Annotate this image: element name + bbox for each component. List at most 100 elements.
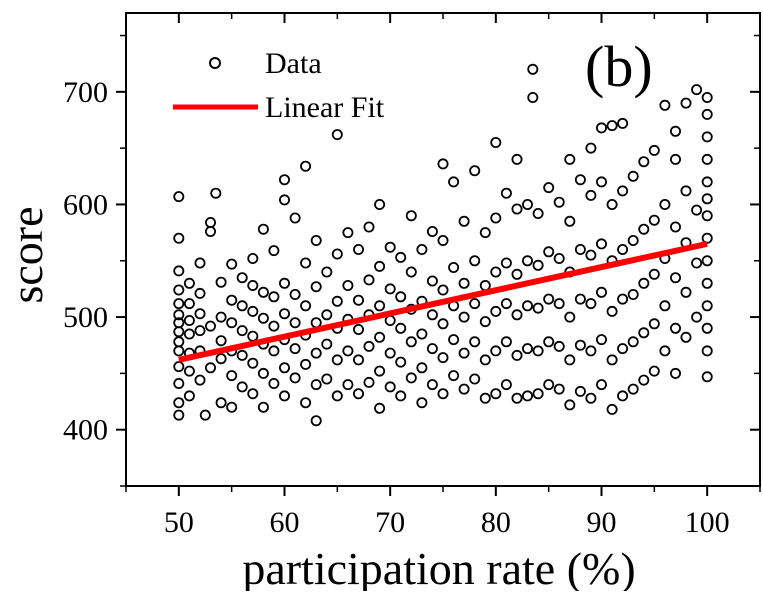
data-point bbox=[352, 294, 364, 306]
data-point bbox=[553, 196, 565, 208]
data-point bbox=[448, 334, 460, 346]
data-point bbox=[532, 345, 544, 357]
data-point bbox=[416, 243, 428, 255]
data-point bbox=[183, 298, 195, 310]
data-point bbox=[183, 277, 195, 289]
data-point bbox=[268, 345, 280, 357]
y-tick-label: 500 bbox=[63, 301, 108, 334]
data-point bbox=[574, 174, 586, 186]
data-point bbox=[701, 371, 713, 383]
data-point bbox=[374, 402, 386, 414]
data-point bbox=[638, 327, 650, 339]
data-point bbox=[532, 259, 544, 271]
data-point bbox=[352, 388, 364, 400]
data-point bbox=[701, 153, 713, 165]
data-point bbox=[564, 399, 576, 411]
data-point bbox=[437, 352, 449, 364]
data-point bbox=[511, 268, 523, 280]
data-point bbox=[500, 336, 512, 348]
data-point bbox=[374, 300, 386, 312]
data-point bbox=[405, 372, 417, 384]
data-point bbox=[627, 288, 639, 300]
data-point bbox=[310, 415, 322, 427]
data-point bbox=[574, 293, 586, 305]
x-tick-label: 80 bbox=[481, 506, 511, 539]
data-point bbox=[479, 227, 491, 239]
data-point bbox=[701, 345, 713, 357]
data-point bbox=[173, 326, 185, 338]
data-point bbox=[395, 356, 407, 368]
data-point bbox=[437, 284, 449, 296]
data-point bbox=[310, 317, 322, 329]
data-point bbox=[321, 373, 333, 385]
data-point bbox=[479, 392, 491, 404]
data-point bbox=[543, 293, 555, 305]
legend-data-label: Data bbox=[265, 47, 322, 80]
data-point bbox=[289, 288, 301, 300]
data-point bbox=[680, 286, 692, 298]
data-point bbox=[469, 165, 481, 177]
data-point bbox=[500, 257, 512, 269]
data-point bbox=[490, 345, 502, 357]
data-point bbox=[226, 258, 238, 270]
data-point bbox=[606, 120, 618, 132]
data-point bbox=[183, 314, 195, 326]
data-point bbox=[701, 300, 713, 312]
data-point bbox=[617, 117, 629, 129]
data-point bbox=[500, 379, 512, 391]
data-point bbox=[701, 322, 713, 334]
data-point bbox=[701, 176, 713, 188]
data-point bbox=[226, 370, 238, 382]
data-point bbox=[448, 370, 460, 382]
data-point bbox=[226, 401, 238, 413]
data-point bbox=[331, 248, 343, 260]
data-point bbox=[458, 215, 470, 227]
data-point bbox=[701, 193, 713, 205]
data-point bbox=[532, 388, 544, 400]
y-axis-title: score bbox=[1, 206, 52, 303]
legend-data-marker bbox=[209, 57, 221, 69]
data-point bbox=[363, 221, 375, 233]
data-point bbox=[173, 265, 185, 277]
data-point bbox=[226, 317, 238, 329]
data-point bbox=[268, 245, 280, 257]
data-point bbox=[247, 330, 259, 342]
data-point bbox=[268, 377, 280, 389]
data-point bbox=[257, 286, 269, 298]
data-point bbox=[173, 191, 185, 203]
data-point bbox=[617, 293, 629, 305]
data-point bbox=[247, 357, 259, 369]
data-point bbox=[183, 390, 195, 402]
data-point bbox=[183, 365, 195, 377]
data-point bbox=[310, 281, 322, 293]
data-point bbox=[363, 340, 375, 352]
data-point bbox=[596, 122, 608, 134]
data-point bbox=[173, 298, 185, 310]
data-point bbox=[278, 362, 290, 374]
data-point bbox=[215, 276, 227, 288]
data-point bbox=[173, 317, 185, 329]
data-point bbox=[278, 277, 290, 289]
data-point bbox=[659, 99, 671, 111]
data-point bbox=[384, 241, 396, 253]
data-point bbox=[437, 388, 449, 400]
data-point bbox=[701, 92, 713, 104]
data-point bbox=[564, 354, 576, 366]
data-point bbox=[490, 266, 502, 278]
data-point bbox=[670, 322, 682, 334]
data-point bbox=[648, 365, 660, 377]
data-point bbox=[374, 331, 386, 343]
data-point bbox=[574, 385, 586, 397]
data-point bbox=[638, 277, 650, 289]
data-point bbox=[617, 185, 629, 197]
x-tick-label: 100 bbox=[685, 506, 730, 539]
data-point bbox=[596, 379, 608, 391]
data-point bbox=[458, 383, 470, 395]
data-point bbox=[352, 243, 364, 255]
data-point bbox=[321, 266, 333, 278]
x-tick-label: 70 bbox=[375, 506, 405, 539]
data-point bbox=[352, 354, 364, 366]
data-point bbox=[236, 381, 248, 393]
